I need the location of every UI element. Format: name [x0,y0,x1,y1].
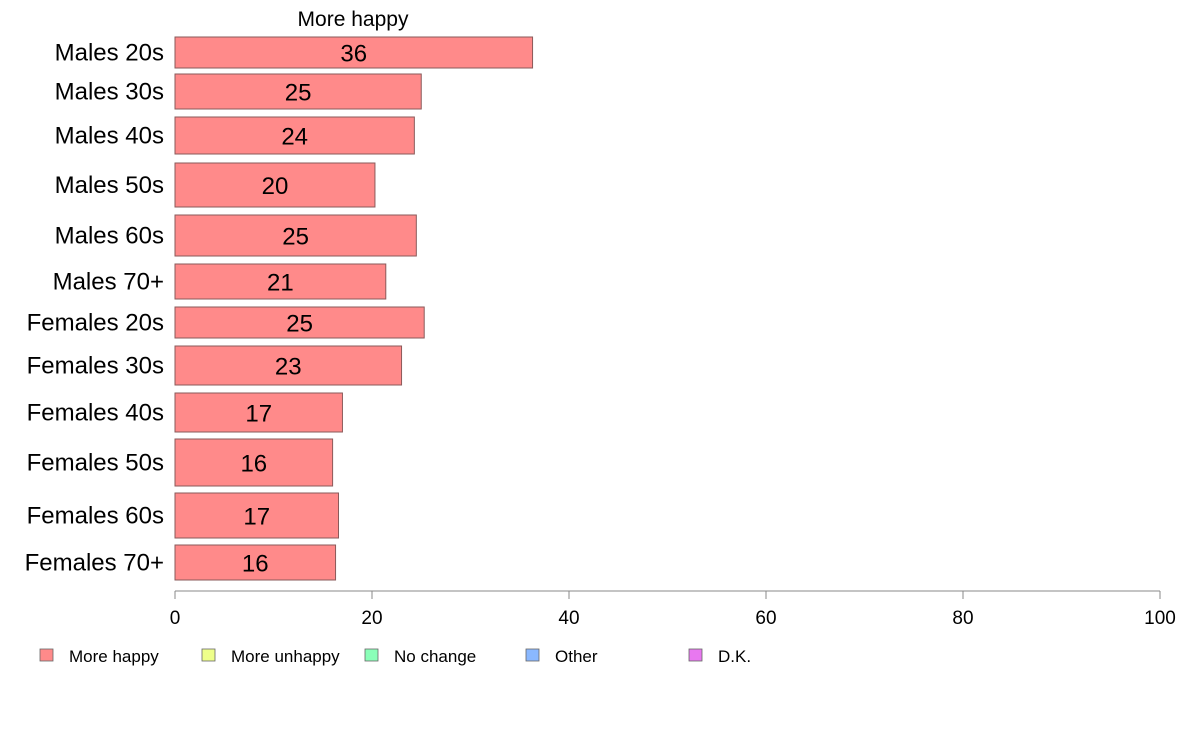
legend: More happy More unhappy No change Other D.K. [39,647,751,666]
bar-value-label: 24 [281,124,308,151]
legend-label: Other [555,647,598,666]
category-label: Females 30s [27,353,164,380]
bar-value-label: 17 [243,504,270,531]
chart-title: More happy [298,8,409,31]
category-label: Females 70+ [25,550,164,577]
bar [174,214,417,257]
legend-label: No change [394,647,476,666]
x-axis: 0 20 40 60 80 100 [170,590,1176,629]
bar [174,345,403,386]
legend-swatch [688,648,703,662]
bar [174,544,337,581]
bar [174,392,343,433]
legend-swatch [201,648,216,662]
category-label: Females 50s [27,450,164,477]
x-tick-label: 100 [1144,608,1176,629]
category-label: Females 20s [27,310,164,337]
category-label: Females 40s [27,400,164,427]
legend-label: D.K. [718,647,751,666]
bar [174,306,425,339]
x-tick-label: 20 [361,608,382,629]
category-label: Males 40s [55,123,164,150]
bar-value-label: 16 [240,451,267,478]
bar [174,116,415,155]
bar-value-label: 16 [242,551,269,578]
bar [174,263,387,300]
bar-value-label: 17 [245,401,272,428]
legend-swatch [39,648,54,662]
category-label: Males 70+ [53,269,164,296]
x-tick-label: 40 [558,608,579,629]
bar-value-label: 25 [286,311,313,338]
category-label: Males 60s [55,223,164,250]
bar [174,438,334,487]
legend-swatch [525,648,540,662]
category-label: Males 30s [55,79,164,106]
bar [174,162,376,208]
legend-label: More happy [69,647,159,666]
category-label: Males 20s [55,40,164,67]
bar-value-label: 36 [340,41,367,68]
legend-label: More unhappy [231,647,340,666]
bar-value-label: 25 [285,80,312,107]
bar-value-label: 20 [262,173,289,200]
category-label: Males 50s [55,172,164,199]
bars-group: Males 20s 36 Males 30s 25 Males 40s 24 Males 5… [25,36,534,581]
x-tick-label: 80 [952,608,973,629]
bar [174,36,534,69]
bar-value-label: 25 [282,224,309,251]
bar [174,73,422,110]
x-tick-label: 0 [170,608,181,629]
legend-swatch [364,648,379,662]
bar-value-label: 21 [267,270,294,297]
bar [174,492,340,539]
x-tick-label: 60 [755,608,776,629]
category-label: Females 60s [27,503,164,530]
bar-value-label: 23 [275,354,302,381]
